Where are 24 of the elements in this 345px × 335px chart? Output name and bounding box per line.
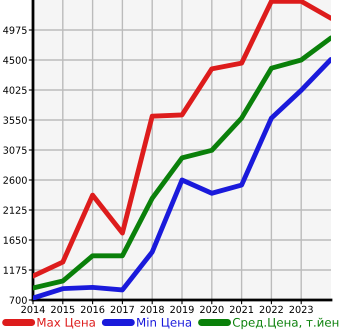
x-tick-label: 2022 — [260, 306, 283, 314]
y-tick-label: 3550 — [3, 116, 27, 124]
legend-label: Сред.Цена, т.йен — [232, 318, 338, 330]
y-tick-label: 700 — [10, 296, 27, 304]
y-tick-label: 1650 — [4, 236, 27, 244]
y-tick-label: 2600 — [3, 176, 27, 184]
x-tick-label: 2016 — [80, 306, 104, 314]
x-tick-label: 2018 — [140, 306, 164, 314]
x-tick-label: 2023 — [290, 306, 313, 314]
y-tick-label: 4500 — [3, 56, 27, 64]
x-tick-label: 2014 — [21, 306, 45, 314]
x-tick-label: 2017 — [110, 306, 134, 314]
y-tick-label: 4975 — [3, 26, 27, 34]
legend-label: Max Цена — [38, 318, 95, 328]
y-tick-label: 1175 — [4, 266, 27, 274]
x-tick-label: 2020 — [200, 306, 224, 314]
legend-label: Min Цена — [137, 318, 192, 328]
x-tick-label: 2019 — [170, 306, 194, 314]
x-tick-label: 2021 — [230, 306, 254, 314]
x-tick-label: 2015 — [51, 306, 74, 314]
y-tick-label: 2125 — [3, 206, 27, 214]
y-tick-label: 4025 — [3, 86, 27, 94]
y-tick-label: 3075 — [3, 146, 27, 154]
line-series — [33, 0, 331, 278]
